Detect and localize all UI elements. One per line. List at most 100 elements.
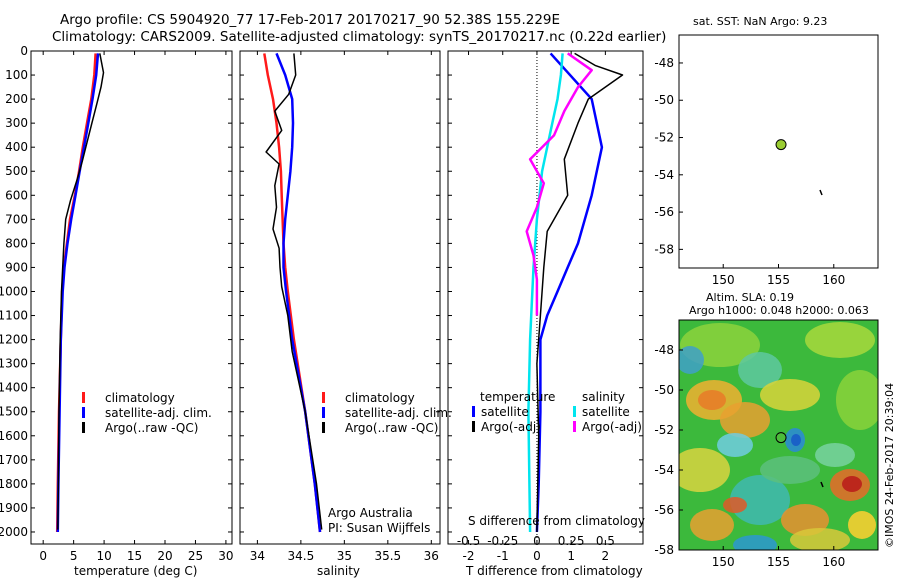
depth-tick-label: 1200 xyxy=(0,333,28,347)
difference-legend-temperature-argo: Argo(-adj) xyxy=(481,420,541,434)
depth-tick-label: 700 xyxy=(5,212,28,226)
figure-title-line1: Argo profile: CS 5904920_77 17-Feb-2017 … xyxy=(60,12,561,28)
temperature-xtick-label: 5 xyxy=(70,549,78,563)
depth-tick-label: 1400 xyxy=(0,381,28,395)
difference-top-tick-label: 0.25 xyxy=(558,534,585,548)
sst_map-lat-label: -48 xyxy=(654,56,674,70)
series-line-salinity-satellite xyxy=(527,53,564,533)
sst_map-lat-label: -52 xyxy=(654,131,674,145)
sla-map-title-line1: Altim. SLA: 0.19 xyxy=(706,291,795,304)
imos-watermark: ©IMOS 24-Feb-2017 20:39:04 xyxy=(883,382,896,548)
temperature-legend-swatch-climatology xyxy=(82,392,85,403)
sst_map-lon-label: 155 xyxy=(767,273,790,287)
depth-tick-label: 300 xyxy=(5,116,28,130)
sla_map-lon-label: 155 xyxy=(767,555,790,569)
difference-xtick-label: -1 xyxy=(497,549,509,563)
depth-tick-label: 900 xyxy=(5,260,28,274)
sst_map-float-marker xyxy=(775,139,787,151)
depth-tick-label: 400 xyxy=(5,140,28,154)
sla-blob xyxy=(690,509,734,541)
sst_map-lat-label: -54 xyxy=(654,168,674,182)
sla-blob xyxy=(738,352,782,388)
depth-tick-label: 500 xyxy=(5,164,28,178)
depth-tick-label: 800 xyxy=(5,236,28,250)
temperature-axis-label: temperature (deg C) xyxy=(74,564,198,578)
temperature-legend-swatch-argo xyxy=(82,422,85,433)
series-line-temperature-argo-adj- xyxy=(536,52,624,533)
depth-tick-label: 1300 xyxy=(0,357,28,371)
sla-blob xyxy=(848,511,876,539)
difference-top-tick-label: 0.5 xyxy=(596,534,615,548)
salinity-legend-swatch-climatology xyxy=(322,392,325,403)
series-line-satellite-adj-clim- xyxy=(275,52,322,533)
sla-map-title-line2: Argo h1000: 0.048 h2000: 0.063 xyxy=(689,304,869,317)
sla_map-lon-label: 160 xyxy=(822,555,845,569)
difference-legend-salinity-satellite: satellite xyxy=(582,405,630,419)
temperature-xtick-label: 15 xyxy=(127,549,142,563)
difference-bottom-axis-label: T difference from climatology xyxy=(466,564,643,578)
sst_map-lon-label: 160 xyxy=(822,273,845,287)
sla-blob xyxy=(790,528,850,550)
salinity-xtick-label: 35 xyxy=(337,549,352,563)
sst-map-title: sat. SST: NaN Argo: 9.23 xyxy=(693,15,828,28)
temperature-xtick-label: 25 xyxy=(188,549,203,563)
sla-blob xyxy=(730,475,790,525)
sst-track-mark xyxy=(819,189,823,196)
temperature-legend-argo: Argo(..raw -QC) xyxy=(105,421,199,435)
tick-labels: 0 100 200 300 400 500 600 700 800 900 1000 1100 1200… xyxy=(0,44,845,569)
difference-legend-swatch-s-argo xyxy=(573,421,576,432)
salinity-note-institution: Argo Australia xyxy=(328,506,413,520)
depth-tick-label: 1000 xyxy=(0,284,28,298)
depth-tick-label: 2000 xyxy=(0,525,28,539)
sla-blob xyxy=(836,370,878,430)
temperature-legend-swatch-satellite xyxy=(82,407,85,418)
sst_map-lat-label: -58 xyxy=(654,242,674,256)
difference-top-tick-label: -0.25 xyxy=(487,534,518,548)
sla-track-mark xyxy=(820,481,824,488)
depth-tick-label: 1100 xyxy=(0,309,28,323)
sla_map-lat-label: -48 xyxy=(654,343,674,357)
sla_map-lat-label: -58 xyxy=(654,543,674,557)
series-line-argo-raw-qc- xyxy=(57,53,105,530)
difference-legend-temperature-title: temperature xyxy=(480,390,556,404)
depth-tick-label: 100 xyxy=(5,68,28,82)
temperature-xtick-label: 20 xyxy=(157,549,172,563)
salinity-legend-argo: Argo(..raw -QC) xyxy=(345,421,439,435)
depth-tick-label: 1600 xyxy=(0,429,28,443)
series-line-argo-raw-qc- xyxy=(265,53,323,530)
sla_map-lat-label: -56 xyxy=(654,503,674,517)
series-line-salinity-argo-adj- xyxy=(525,52,593,316)
sst_map-lon-label: 150 xyxy=(712,273,735,287)
sla-blob xyxy=(781,504,829,536)
depth-tick-label: 1800 xyxy=(0,477,28,491)
depth-tick-label: 1500 xyxy=(0,405,28,419)
difference-legend-swatch-s-satellite xyxy=(573,406,576,417)
salinity-xtick-label: 35.5 xyxy=(374,549,401,563)
series-line-temperature-satellite xyxy=(535,52,604,533)
sla-blob xyxy=(679,448,730,492)
sla-blob xyxy=(679,346,704,374)
difference-legend-swatch-t-satellite xyxy=(472,406,475,417)
axes-frames xyxy=(30,34,879,551)
difference-frame xyxy=(447,50,644,545)
sla_map-lat-label: -54 xyxy=(654,463,674,477)
depth-tick-label: 0 xyxy=(20,44,28,58)
map-markers xyxy=(775,139,824,488)
depth-tick-label: 600 xyxy=(5,188,28,202)
salinity-legend-swatch-argo xyxy=(322,422,325,433)
sla_map-lon-label: 150 xyxy=(712,555,735,569)
depth-tick-label: 1700 xyxy=(0,453,28,467)
temperature-xtick-label: 30 xyxy=(218,549,233,563)
sla-blob xyxy=(723,497,747,513)
profile-lines xyxy=(55,52,624,533)
depth-tick-label: 200 xyxy=(5,92,28,106)
salinity-legend-swatch-satellite xyxy=(322,407,325,418)
salinity-frame xyxy=(239,50,441,545)
sla-blob xyxy=(760,456,820,484)
salinity-xtick-label: 34.5 xyxy=(288,549,315,563)
sla-blob xyxy=(791,434,801,446)
difference-top-axis-label: S difference from climatology xyxy=(468,514,645,528)
salinity-axis-label: salinity xyxy=(317,564,361,578)
sla_map-lat-label: -52 xyxy=(654,423,674,437)
